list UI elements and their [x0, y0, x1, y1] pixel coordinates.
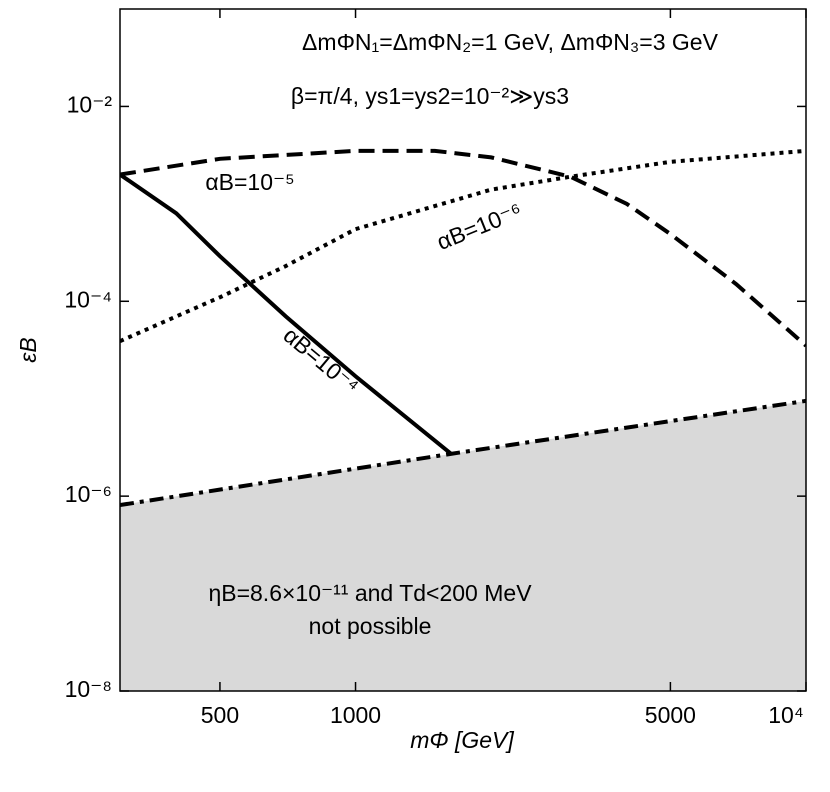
x-tick-label: 500	[201, 702, 239, 728]
curve	[120, 148, 806, 348]
annotation: ηB=8.6×10⁻¹¹ and Td<200 MeV	[208, 580, 532, 606]
curve-label: αB=10⁻⁵	[205, 169, 294, 195]
x-tick-label: 5000	[645, 702, 696, 728]
y-tick-label: 10⁻²	[67, 92, 113, 118]
annotation: β=π/4, ys1=ys2=10⁻²≫ys3	[291, 83, 569, 109]
annotation: not possible	[309, 613, 432, 639]
y-axis-label: εB	[15, 337, 41, 362]
plot	[120, 148, 806, 691]
x-tick-label: 10⁴	[768, 702, 803, 728]
y-tick-label: 10⁻⁴	[64, 286, 112, 312]
y-tick-label: 10⁻⁶	[65, 481, 112, 507]
x-tick-label: 1000	[330, 702, 381, 728]
x-axis-label: mΦ [GeV]	[410, 727, 514, 753]
y-tick-label: 10⁻⁸	[65, 676, 112, 702]
curve-label: αB=10⁻⁶	[433, 197, 526, 255]
curve-label: αB=10⁻⁴	[279, 322, 364, 400]
excluded-area	[120, 400, 806, 691]
annotation: ΔmΦN₁=ΔmΦN₂=1 GeV, ΔmΦN₃=3 GeV	[302, 29, 719, 55]
plot-frame	[119, 8, 807, 692]
curve	[120, 398, 806, 508]
